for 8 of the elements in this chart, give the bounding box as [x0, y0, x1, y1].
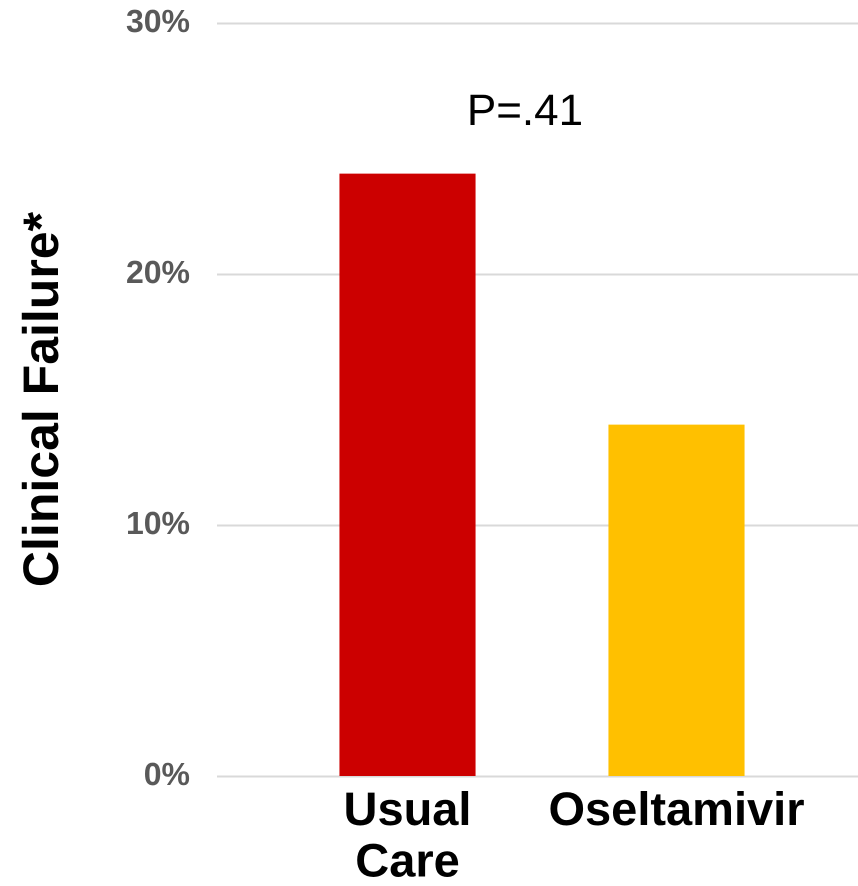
x-tick-label: Oseltamivir — [548, 782, 805, 835]
y-axis-title: Clinical Failure* — [12, 211, 69, 588]
y-tick-label: 20% — [126, 254, 190, 290]
y-tick-label: 0% — [144, 756, 190, 792]
annotation: P=.41 — [466, 86, 584, 135]
y-tick-label: 10% — [126, 504, 190, 541]
x-tick-label: Usual Care — [344, 782, 472, 886]
y-tick-label: 30% — [126, 2, 190, 39]
